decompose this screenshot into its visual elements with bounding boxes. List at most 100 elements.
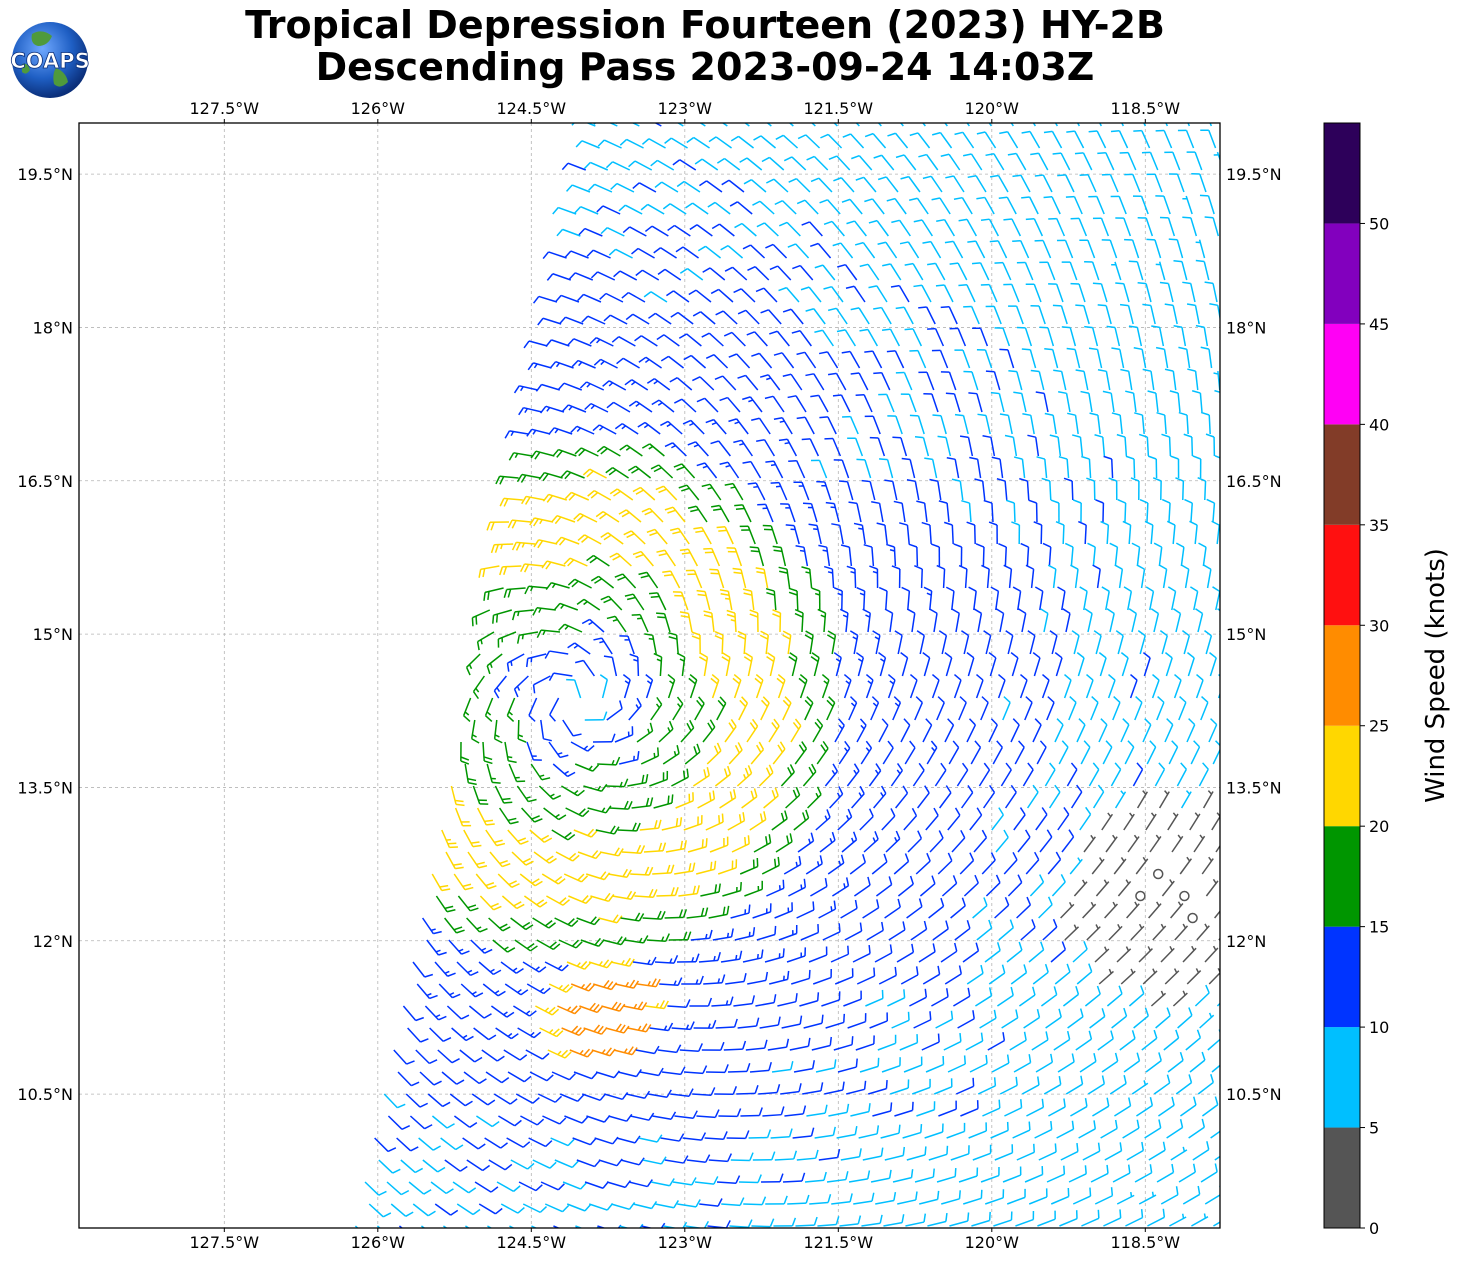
wind-barb bbox=[724, 266, 748, 281]
wind-barb bbox=[1187, 912, 1198, 924]
wind-barb bbox=[504, 983, 529, 996]
wind-barb bbox=[585, 871, 611, 881]
wind-barb bbox=[968, 586, 977, 611]
wind-barb bbox=[772, 545, 787, 567]
wind-barb bbox=[1056, 1120, 1075, 1139]
wind-barb bbox=[1182, 281, 1196, 303]
wind-barb bbox=[693, 1019, 717, 1029]
wind-barb bbox=[672, 1177, 697, 1186]
wind-barb bbox=[917, 785, 930, 809]
wind-barb bbox=[1036, 456, 1048, 479]
wind-barb bbox=[963, 874, 979, 897]
wind-barb bbox=[846, 763, 860, 787]
wind-barb bbox=[1070, 282, 1086, 303]
wind-barb bbox=[755, 567, 769, 589]
wind-barb bbox=[780, 503, 796, 523]
wind-barb bbox=[912, 762, 925, 787]
map-frame bbox=[78, 122, 1221, 1229]
wind-barb bbox=[829, 786, 844, 809]
wind-barb bbox=[1064, 542, 1074, 567]
wind-barb bbox=[1034, 586, 1044, 611]
wind-barb bbox=[1026, 784, 1039, 809]
wind-barb bbox=[741, 788, 758, 809]
wind-barb bbox=[664, 1155, 689, 1164]
wind-barb bbox=[541, 560, 566, 570]
wind-barb bbox=[994, 261, 1012, 281]
wind-barb bbox=[1146, 740, 1157, 765]
wind-barb bbox=[843, 990, 862, 1007]
wind-barb bbox=[655, 485, 678, 501]
wind-barb bbox=[364, 1181, 387, 1196]
wind-barb bbox=[1017, 829, 1031, 853]
wind-barb bbox=[506, 697, 516, 722]
wind-barb bbox=[874, 944, 893, 963]
wind-barb bbox=[610, 182, 635, 193]
wind-barb bbox=[918, 306, 936, 325]
wind-barb bbox=[1084, 985, 1101, 1007]
wind-barb bbox=[1010, 718, 1020, 743]
wind-barb bbox=[459, 1049, 483, 1063]
wind-barb bbox=[782, 696, 792, 721]
wind-barb bbox=[368, 1203, 392, 1218]
wind-barb bbox=[1199, 194, 1215, 215]
wind-barb bbox=[552, 206, 577, 215]
wind-barb bbox=[514, 939, 538, 952]
wind-barb bbox=[492, 939, 516, 953]
wind-barb bbox=[1068, 696, 1077, 721]
wind-barb bbox=[527, 362, 552, 371]
wind-barb bbox=[974, 478, 986, 501]
colorbar-bin bbox=[1324, 1027, 1360, 1128]
wind-barb bbox=[1123, 586, 1133, 611]
wind-barb bbox=[1191, 173, 1207, 193]
wind-barb bbox=[456, 961, 479, 977]
wind-barb bbox=[841, 350, 861, 369]
wind-barb bbox=[834, 968, 854, 985]
colorbar-tick-label: 35 bbox=[1369, 516, 1389, 535]
wind-barb bbox=[880, 1124, 901, 1139]
title-line-2: Descending Pass 2023-09-24 14:03Z bbox=[315, 45, 1095, 89]
wind-barb bbox=[937, 852, 953, 875]
wind-barb bbox=[1047, 564, 1057, 589]
wind-barb bbox=[1170, 1146, 1188, 1161]
wind-barb bbox=[840, 544, 853, 567]
wind-barb bbox=[1079, 239, 1096, 259]
wind-barb bbox=[985, 874, 1001, 897]
wind-barb bbox=[1169, 1213, 1187, 1227]
wind-barb bbox=[1191, 390, 1203, 413]
wind-barb bbox=[736, 1085, 759, 1095]
wind-barb bbox=[865, 674, 874, 699]
wind-barb bbox=[1145, 586, 1155, 611]
wind-barb bbox=[1004, 434, 1018, 457]
wind-barb bbox=[988, 964, 1006, 985]
wind-barb bbox=[684, 743, 701, 765]
wind-barb bbox=[935, 284, 954, 303]
wind-barb bbox=[576, 916, 601, 926]
wind-barb bbox=[596, 205, 621, 215]
wind-barb bbox=[1136, 564, 1146, 589]
wind-barb bbox=[873, 154, 895, 171]
wind-barb bbox=[556, 228, 581, 237]
wind-barb bbox=[790, 969, 811, 985]
wind-barb bbox=[1097, 1030, 1114, 1051]
wind-barb bbox=[891, 1011, 910, 1029]
wind-barb bbox=[969, 456, 982, 479]
wind-barb bbox=[899, 123, 904, 127]
wind-barb bbox=[617, 822, 641, 832]
wind-barb bbox=[742, 244, 766, 259]
wind-barb bbox=[1211, 520, 1220, 545]
wind-barb bbox=[945, 392, 961, 413]
wind-barb bbox=[1199, 1012, 1215, 1029]
wind-barb bbox=[982, 784, 996, 809]
wind-barb bbox=[783, 855, 802, 875]
lon-tick-label-bottom: 120°W bbox=[965, 1233, 1020, 1252]
wind-barb bbox=[859, 263, 880, 281]
wind-barb bbox=[751, 1218, 775, 1228]
wind-barb bbox=[988, 652, 997, 677]
wind-barb bbox=[769, 330, 790, 347]
wind-barb bbox=[640, 747, 660, 765]
wind-barb bbox=[789, 1037, 811, 1051]
wind-barb bbox=[1108, 923, 1123, 941]
colorbar-tick-label: 15 bbox=[1369, 918, 1389, 937]
wind-barb bbox=[513, 675, 529, 698]
wind-barb bbox=[840, 1148, 862, 1161]
